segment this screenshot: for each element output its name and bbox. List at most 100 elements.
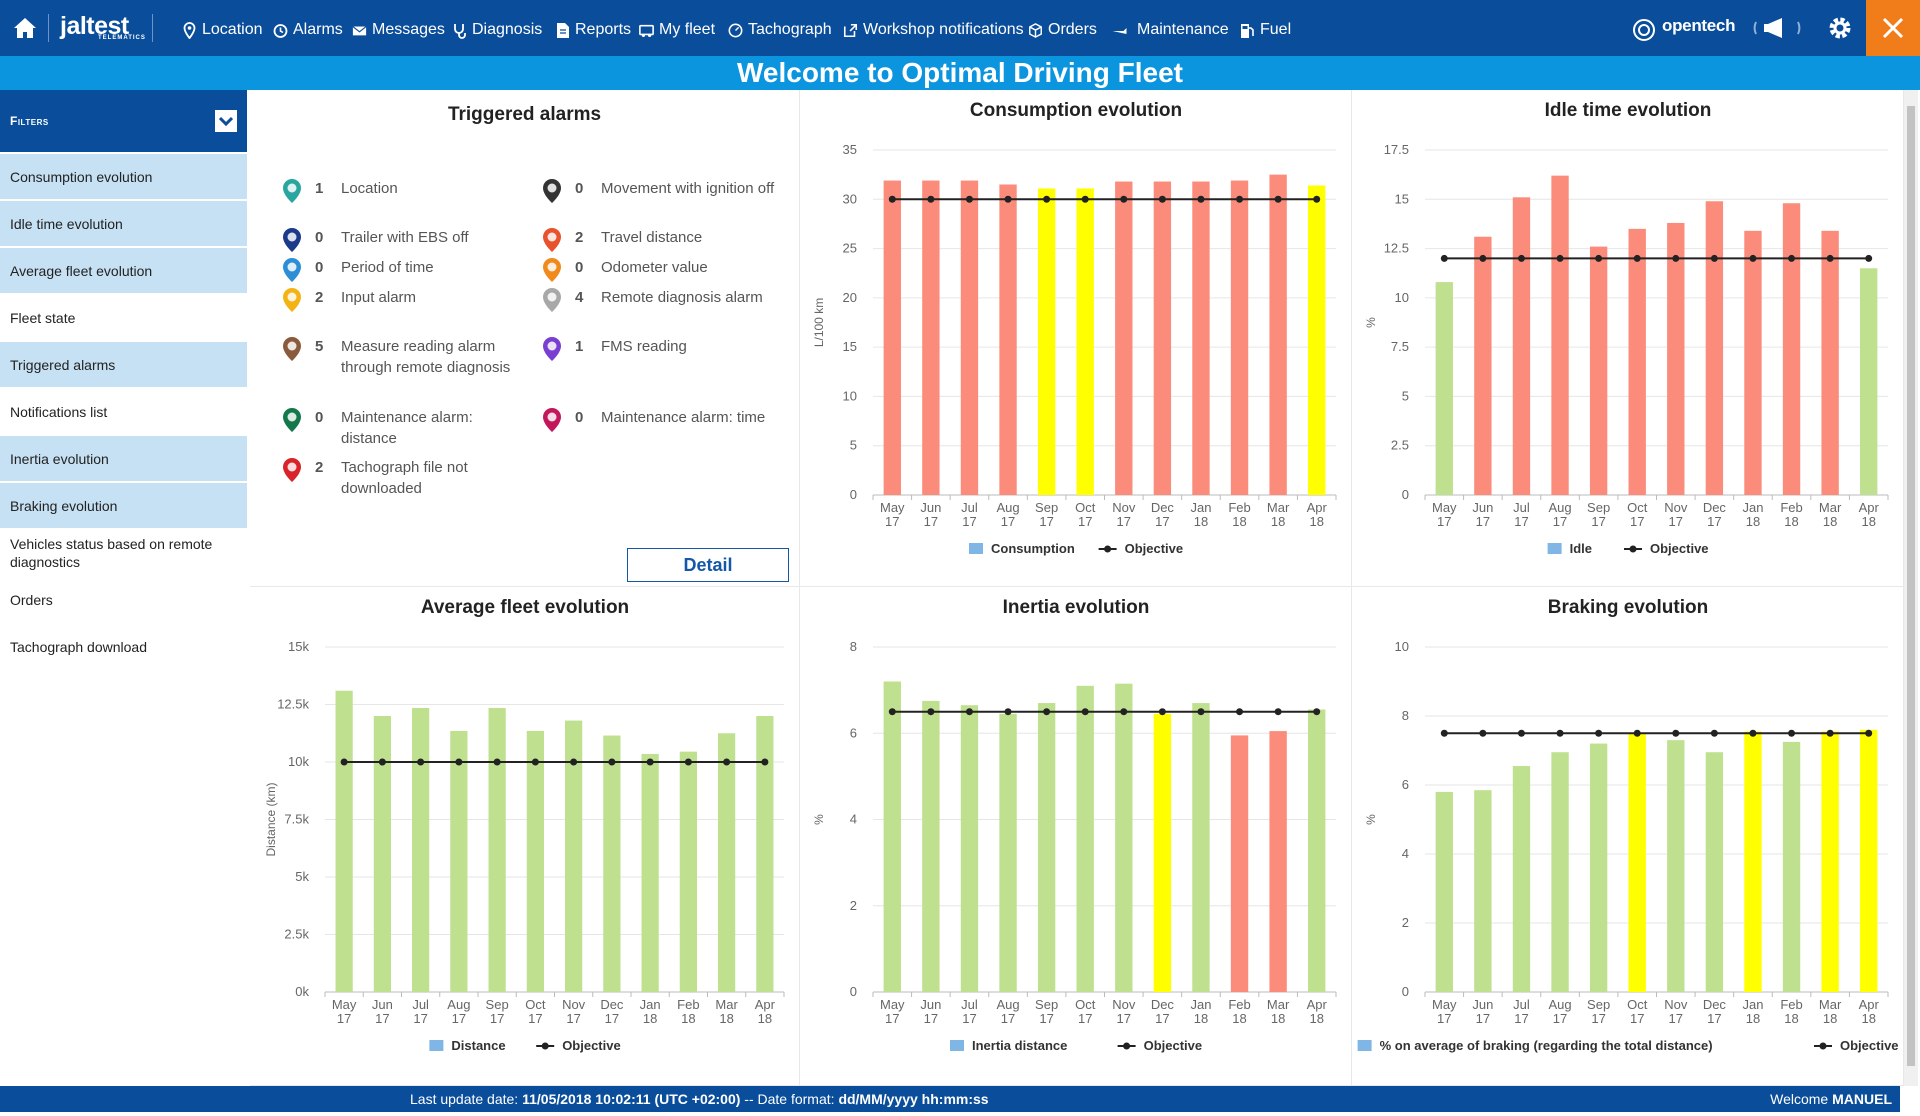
alarm-pin-icon [283, 288, 301, 312]
sidebar-item-notifications-list[interactable]: Notifications list [0, 389, 247, 434]
alarm-item: 2 Input alarm [281, 287, 531, 313]
y-tick-label: 7.5 [1391, 339, 1409, 354]
bar [1192, 181, 1210, 495]
chart-title: Consumption evolution [970, 100, 1182, 121]
nav-messages[interactable]: Messages [352, 18, 445, 42]
home-icon[interactable] [10, 14, 40, 42]
sidebar-item-idle-time-evolution[interactable]: Idle time evolution [0, 201, 247, 246]
chart-title: Idle time evolution [1545, 100, 1712, 121]
x-tick-label: Apr [1307, 500, 1328, 515]
vertical-scrollbar[interactable] [1904, 90, 1918, 1086]
legend-marker [1819, 1042, 1827, 1050]
bar [1153, 713, 1172, 992]
alarm-pin-icon [543, 228, 561, 252]
stethoscope-icon [454, 23, 466, 39]
nav-my-fleet[interactable]: My fleet [639, 18, 715, 42]
x-tick-label: Jul [961, 997, 978, 1012]
nav-diagnosis[interactable]: Diagnosis [452, 18, 542, 42]
alarm-pin-icon [283, 258, 301, 282]
bar [1076, 685, 1094, 992]
top-navbar: jaltest TELEMATICS Location Alarms Messag… [0, 0, 1920, 56]
objective-point [1479, 729, 1487, 737]
legend-marker [541, 1042, 549, 1050]
sidebar-item-average-fleet-evolution[interactable]: Average fleet evolution [0, 248, 247, 293]
y-tick-label: 0 [1402, 487, 1409, 502]
sidebar-item-inertia-evolution[interactable]: Inertia evolution [0, 436, 247, 481]
x-tick-label: Jun [920, 997, 941, 1012]
x-tick-label: Apr [1859, 500, 1880, 515]
x-tick-label: Aug [1548, 997, 1571, 1012]
x-tick-label: 18 [1784, 1011, 1798, 1026]
bar [1269, 174, 1287, 495]
nav-maintenance[interactable]: Maintenance [1108, 18, 1229, 42]
sidebar-item-vehicles-status-based-on-remote-diagnostics[interactable]: Vehicles status based on remote diagnost… [0, 530, 247, 575]
y-tick-label: 10k [288, 754, 309, 769]
y-tick-label: 35 [843, 142, 857, 157]
sidebar-item-triggered-alarms[interactable]: Triggered alarms [0, 342, 247, 387]
legend-swatch [1547, 543, 1562, 554]
detail-button[interactable]: Detail [627, 548, 789, 582]
gear-icon[interactable] [1826, 14, 1854, 42]
objective-point [1672, 254, 1680, 262]
consumption-evolution-panel: Consumption evolution 0 5 10 15 20 25 30 35 L/100… [800, 90, 1352, 587]
x-tick-label: Jun [1472, 997, 1493, 1012]
scrollbar-thumb[interactable] [1907, 106, 1915, 1066]
alarm-pin-icon [543, 288, 561, 312]
y-tick-label: 10 [843, 388, 857, 403]
nav-reports[interactable]: Reports [555, 18, 631, 42]
bar [1308, 709, 1326, 992]
page-title: Welcome to Optimal Driving Fleet [0, 56, 1920, 90]
sidebar-item-orders[interactable]: Orders [0, 577, 247, 622]
alarm-count: 1 [315, 180, 324, 197]
x-tick-label: 17 [1437, 1011, 1451, 1026]
nav-tachograph[interactable]: Tachograph [728, 18, 832, 42]
x-tick-label: 18 [1309, 1011, 1323, 1026]
alarm-count: 0 [315, 409, 324, 426]
alarm-item: 1 Location [281, 178, 531, 204]
y-tick-label: 8 [1402, 708, 1409, 723]
filters-header[interactable]: Filters [0, 90, 247, 152]
triggered-alarms-panel: Triggered alarms [250, 90, 800, 587]
sidebar-item-consumption-evolution[interactable]: Consumption evolution [0, 154, 247, 199]
filters-toggle-button[interactable] [215, 110, 237, 132]
x-tick-label: 17 [962, 514, 976, 529]
x-tick-label: Sep [1035, 997, 1058, 1012]
nav-orders[interactable]: Orders [1028, 18, 1097, 42]
x-tick-label: Apr [1307, 997, 1328, 1012]
y-tick-label: 7.5k [284, 812, 309, 827]
x-tick-label: 18 [1271, 514, 1285, 529]
nav-fuel[interactable]: Fuel [1240, 18, 1291, 42]
bar [1782, 203, 1801, 495]
alarm-pin-icon [543, 337, 561, 361]
welcome-user-label: Welcome [1770, 1091, 1833, 1107]
megaphone-icon[interactable] [1752, 14, 1802, 42]
nav-alarms[interactable]: Alarms [273, 18, 343, 42]
objective-point [1517, 729, 1525, 737]
nav-workshop-notifications[interactable]: Workshop notifications [843, 18, 1024, 42]
filters-list: Consumption evolution Idle time evolution… [0, 154, 247, 669]
sidebar-item-tachograph-download[interactable]: Tachograph download [0, 624, 247, 669]
x-tick-label: Oct [525, 997, 546, 1012]
alarm-item: 0 Movement with ignition off [541, 178, 791, 204]
nav-location[interactable]: Location [182, 18, 263, 42]
objective-point [1081, 195, 1089, 203]
bar [1860, 729, 1878, 992]
objective-point [761, 758, 769, 766]
sidebar-item-braking-evolution[interactable]: Braking evolution [0, 483, 247, 528]
sidebar-item-fleet-state[interactable]: Fleet state [0, 295, 247, 340]
close-button[interactable] [1866, 0, 1920, 56]
legend-label: Objective [1840, 1038, 1899, 1053]
legend-label: Objective [1125, 541, 1184, 556]
x-tick-label: 18 [1232, 514, 1246, 529]
y-axis-label: % [1364, 317, 1378, 328]
x-tick-label: Nov [1664, 500, 1688, 515]
nav-fuel-label: Fuel [1260, 21, 1292, 38]
y-tick-label: 2 [1402, 915, 1409, 930]
x-tick-label: May [880, 997, 905, 1012]
x-tick-label: 17 [1039, 1011, 1053, 1026]
x-tick-label: 17 [413, 1011, 427, 1026]
alarm-count: 5 [315, 338, 324, 355]
objective-point [1749, 254, 1757, 262]
bar [756, 716, 774, 992]
objective-point [1633, 254, 1641, 262]
